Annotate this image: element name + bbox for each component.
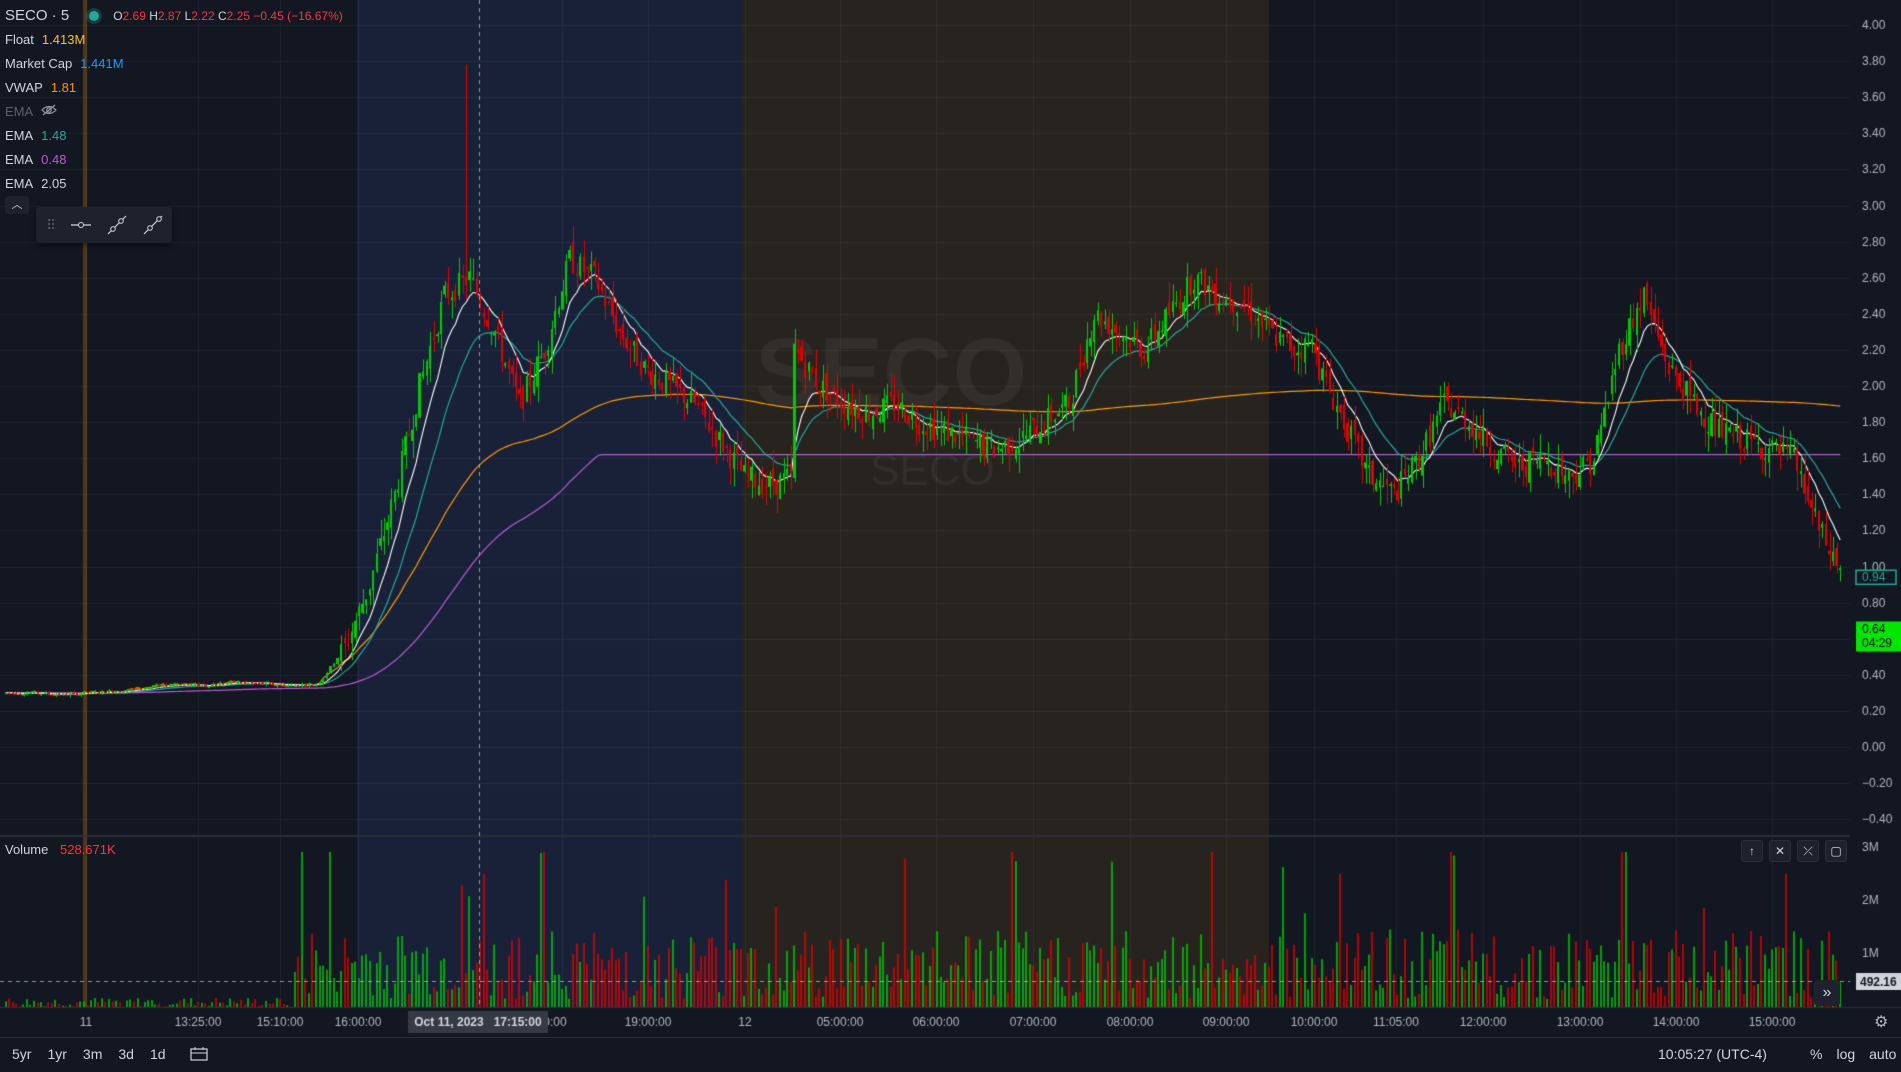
collapse-legend-button[interactable]: ︿: [5, 196, 29, 214]
market-status-icon: [89, 11, 100, 21]
close-pane-icon[interactable]: ✕: [1769, 840, 1791, 862]
symbol-title[interactable]: SECO · 5: [5, 7, 70, 24]
symbol-row: SECO · 5 O2.69 H2.87 L2.22 C2.25 −0.45 (…: [5, 4, 343, 28]
drawing-toolbar: ⠿: [36, 207, 172, 243]
range-5yr[interactable]: 5yr: [12, 1046, 32, 1062]
volume-value: 528.671K: [60, 842, 116, 857]
gear-icon[interactable]: ⚙: [1874, 1014, 1889, 1031]
indicator-market-cap[interactable]: Market Cap 1.441M: [5, 56, 124, 71]
indicator-ema-teal[interactable]: EMA 1.48: [5, 128, 67, 143]
ray-line-icon[interactable]: [142, 213, 164, 237]
maximize-pane-icon[interactable]: ▢: [1825, 840, 1847, 862]
indicator-vwap[interactable]: VWAP 1.81: [5, 80, 77, 95]
volume-label: Volume: [5, 842, 49, 857]
range-3d[interactable]: 3d: [118, 1046, 134, 1062]
percent-scale-toggle[interactable]: %: [1810, 1046, 1823, 1062]
volume-legend[interactable]: Volume 528.671K: [5, 842, 116, 857]
range-3m[interactable]: 3m: [82, 1046, 103, 1062]
ohlc-values: O2.69 H2.87 L2.22 C2.25 −0.45 (−16.67%): [113, 9, 343, 23]
log-scale-toggle[interactable]: log: [1836, 1046, 1856, 1062]
move-pane-up-icon[interactable]: ↑: [1741, 840, 1763, 862]
trend-line-icon[interactable]: [106, 213, 128, 237]
indicator-ema-white[interactable]: EMA 2.05: [5, 176, 67, 191]
chart-legend: SECO · 5 O2.69 H2.87 L2.22 C2.25 −0.45 (…: [5, 4, 343, 196]
pane-controls: ↑ ✕ ⤫ ▢: [1741, 840, 1847, 862]
drag-handle-icon[interactable]: ⠿: [46, 216, 57, 233]
scroll-to-realtime-button[interactable]: »: [1814, 980, 1840, 1006]
indicator-ema-purple[interactable]: EMA 0.48: [5, 152, 67, 167]
bottom-toolbar: 5yr 1yr 3m 3d 1d 10:05:27 (UTC-4) % log …: [0, 1037, 1901, 1072]
scale-options: % log auto: [1810, 1046, 1896, 1062]
range-1yr[interactable]: 1yr: [47, 1046, 67, 1062]
range-1d[interactable]: 1d: [149, 1046, 166, 1062]
eye-hidden-icon[interactable]: [41, 100, 58, 124]
auto-scale-toggle[interactable]: auto: [1869, 1046, 1897, 1062]
indicator-ema-hidden[interactable]: EMA: [5, 100, 343, 124]
timezone-clock[interactable]: 10:05:27 (UTC-4): [1658, 1046, 1767, 1062]
indicator-float[interactable]: Float 1.413M: [5, 32, 86, 47]
date-ranges: 5yr 1yr 3m 3d 1d: [12, 1046, 166, 1062]
collapse-pane-icon[interactable]: ⤫: [1797, 840, 1819, 862]
goto-date-icon[interactable]: [190, 1046, 208, 1065]
horizontal-line-icon[interactable]: [70, 213, 92, 237]
